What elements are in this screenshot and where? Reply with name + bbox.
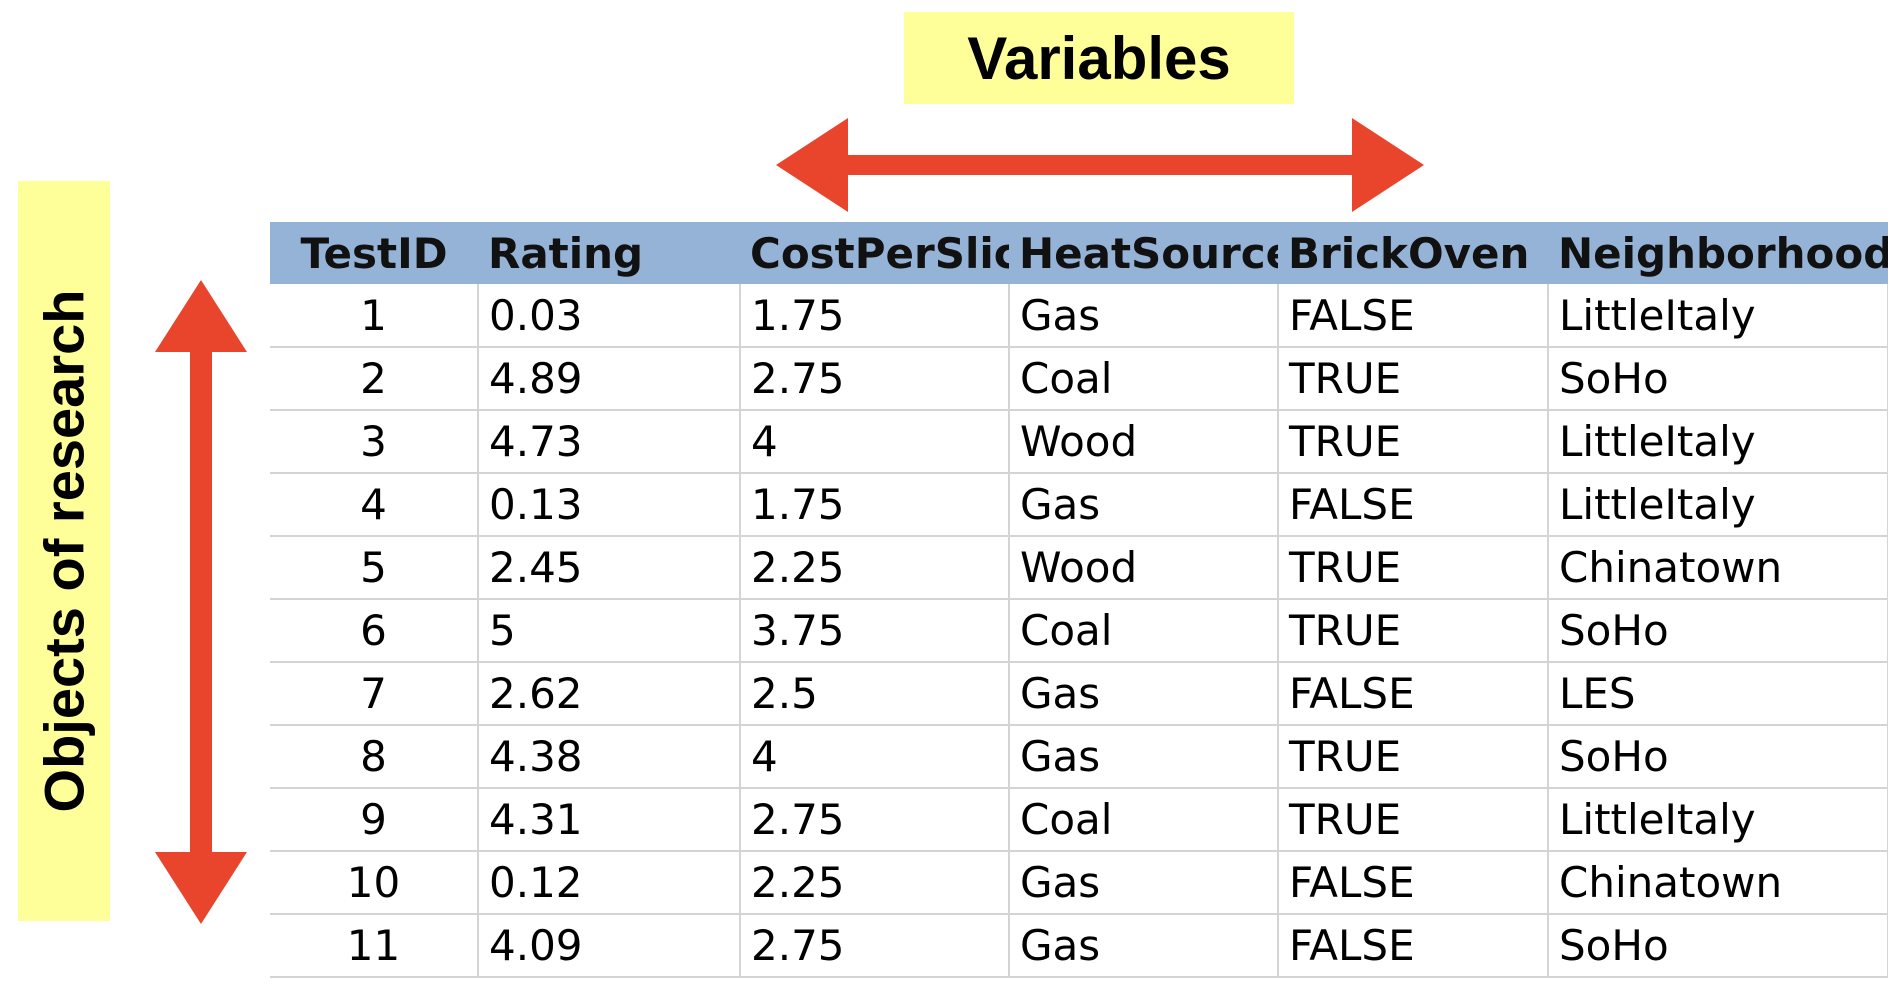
table-cell: 4 [270,473,479,537]
table-body: 1 0.03 1.75 Gas FALSE LittleItaly 2 4.89 2.75 Coa… [270,284,1888,978]
table-cell: Coal [1009,788,1279,852]
table-cell: 2.25 [740,851,1010,915]
objects-of-research-label: Objects of research [18,181,110,921]
table-cell: 8 [270,725,479,789]
table-cell: 4.89 [478,347,741,411]
table-cell: LittleItaly [1548,788,1888,852]
header-row: TestIDRatingCostPerSliceHeatSourceBrickO… [270,222,1888,284]
table-cell: 3.75 [740,599,1010,663]
table-cell: TRUE [1278,788,1549,852]
column-header: TestID [270,222,478,284]
table-cell: 9 [270,788,479,852]
table-row: 4 0.13 1.75 Gas FALSE LittleItaly [270,473,1888,537]
table-cell: Wood [1009,536,1279,600]
table-cell: Gas [1009,662,1279,726]
table-row: 9 4.31 2.75 Coal TRUE LittleItaly [270,788,1888,852]
table-cell: 1 [270,284,479,348]
table-header: TestIDRatingCostPerSliceHeatSourceBrickO… [270,222,1888,284]
table-cell: SoHo [1548,725,1888,789]
table-cell: 2.62 [478,662,741,726]
column-header: Rating [478,222,740,284]
horizontal-double-arrow [776,118,1424,212]
table-row: 8 4.38 4 Gas TRUE SoHo [270,725,1888,789]
table-cell: LES [1548,662,1888,726]
table-cell: FALSE [1278,914,1549,978]
table-cell: 2.75 [740,788,1010,852]
objects-label-text: Objects of research [32,289,96,813]
table-cell: Gas [1009,851,1279,915]
table-cell: 0.13 [478,473,741,537]
arrow-shape [776,118,1424,212]
table-cell: Wood [1009,410,1279,474]
table-cell: LittleItaly [1548,410,1888,474]
table-cell: 1.75 [740,284,1010,348]
table-cell: Gas [1009,473,1279,537]
table-cell: TRUE [1278,725,1549,789]
table-cell: SoHo [1548,599,1888,663]
table-cell: 0.12 [478,851,741,915]
table-cell: Coal [1009,599,1279,663]
table-cell: Coal [1009,347,1279,411]
table-cell: 4 [740,410,1010,474]
table-cell: FALSE [1278,284,1549,348]
table-cell: 0.03 [478,284,741,348]
variables-label: Variables [904,12,1294,104]
table-cell: 4.09 [478,914,741,978]
table-cell: 4.38 [478,725,741,789]
table-cell: 7 [270,662,479,726]
arrow-shape [155,280,247,924]
table-cell: 5 [478,599,741,663]
table-cell: 2.75 [740,347,1010,411]
table-cell: 10 [270,851,479,915]
table-cell: SoHo [1548,914,1888,978]
column-header: BrickOven [1278,222,1548,284]
table-row: 11 4.09 2.75 Gas FALSE SoHo [270,914,1888,978]
table-row: 10 0.12 2.25 Gas FALSE Chinatown [270,851,1888,915]
table-cell: 5 [270,536,479,600]
table-cell: 6 [270,599,479,663]
table-cell: Gas [1009,725,1279,789]
table-cell: 1.75 [740,473,1010,537]
table-cell: Gas [1009,914,1279,978]
table-cell: 4.73 [478,410,741,474]
column-header: HeatSource [1009,222,1278,284]
table-cell: Gas [1009,284,1279,348]
table-row: 2 4.89 2.75 Coal TRUE SoHo [270,347,1888,411]
table-cell: 2.75 [740,914,1010,978]
table-cell: 2 [270,347,479,411]
table-cell: SoHo [1548,347,1888,411]
table-cell: 11 [270,914,479,978]
column-header: Neighborhood [1548,222,1888,284]
table-row: 7 2.62 2.5 Gas FALSE LES [270,662,1888,726]
table-cell: Chinatown [1548,536,1888,600]
table-cell: FALSE [1278,473,1549,537]
table-cell: FALSE [1278,662,1549,726]
table-cell: TRUE [1278,410,1549,474]
table-cell: LittleItaly [1548,284,1888,348]
pizza-data-table: TestIDRatingCostPerSliceHeatSourceBrickO… [270,222,1888,978]
table-cell: TRUE [1278,347,1549,411]
variables-label-text: Variables [967,24,1231,92]
table-cell: 3 [270,410,479,474]
column-header: CostPerSlice [740,222,1009,284]
table-cell: FALSE [1278,851,1549,915]
table-row: 3 4.73 4 Wood TRUE LittleItaly [270,410,1888,474]
table-cell: TRUE [1278,536,1549,600]
table-cell: 4 [740,725,1010,789]
table-cell: 4.31 [478,788,741,852]
table-row: 1 0.03 1.75 Gas FALSE LittleItaly [270,284,1888,348]
table-cell: Chinatown [1548,851,1888,915]
table-cell: TRUE [1278,599,1549,663]
table-cell: 2.45 [478,536,741,600]
table-cell: 2.25 [740,536,1010,600]
table-cell: 2.5 [740,662,1010,726]
table-row: 6 5 3.75 Coal TRUE SoHo [270,599,1888,663]
table-cell: LittleItaly [1548,473,1888,537]
table-row: 5 2.45 2.25 Wood TRUE Chinatown [270,536,1888,600]
vertical-double-arrow [155,280,247,924]
